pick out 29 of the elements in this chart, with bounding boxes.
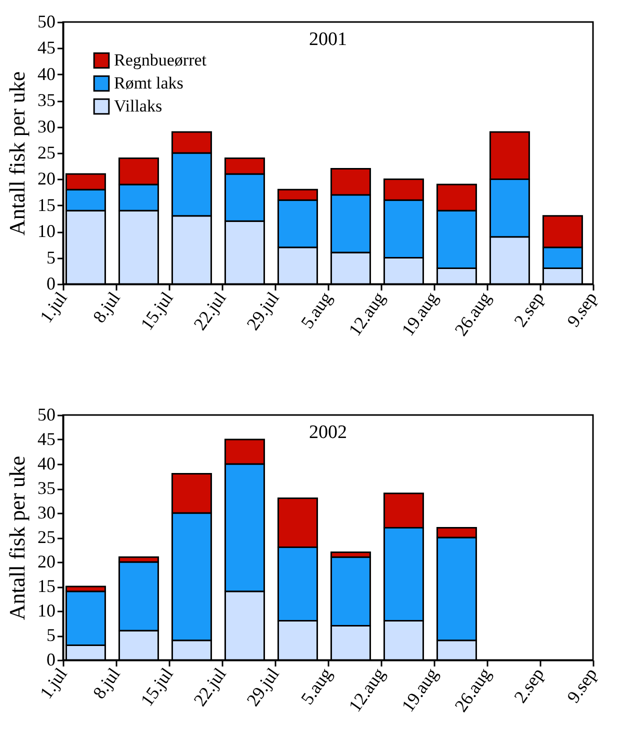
y-tick-label: 15 <box>38 194 56 215</box>
y-tick-label: 35 <box>38 90 56 110</box>
y-tick-label: 35 <box>38 478 56 498</box>
y-tick-label: 20 <box>38 552 56 572</box>
y-tick-label: 40 <box>38 454 56 474</box>
y-tick-label: 5 <box>46 625 56 645</box>
y-tick-label: 40 <box>38 64 56 84</box>
chart-title: 2001 <box>309 29 347 50</box>
y-tick-label: 25 <box>38 142 56 162</box>
y-tick-label: 5 <box>46 247 56 268</box>
y-tick-label: 15 <box>38 576 56 596</box>
y-tick-label: 10 <box>38 600 56 620</box>
y-tick-label: 45 <box>38 38 56 58</box>
legend-label: Rømt laks <box>114 74 184 92</box>
y-tick-label: 50 <box>38 404 56 424</box>
y-tick-label: 30 <box>38 502 56 522</box>
y-tick-label: 30 <box>38 116 56 136</box>
y-tick-label: 25 <box>38 527 56 547</box>
y-tick-label: 45 <box>38 429 56 449</box>
y-tick-label: 0 <box>46 274 56 294</box>
y-tick-label: 50 <box>38 12 56 32</box>
y-axis-title: Antall fisk per uke <box>4 71 30 236</box>
y-tick-label: 20 <box>38 168 56 189</box>
y-tick-label: 10 <box>38 221 56 242</box>
y-tick-label: 0 <box>46 650 56 670</box>
legend-label: Villaks <box>114 96 162 116</box>
y-axis-title: Antall fisk per uke <box>4 456 30 620</box>
legend-label: Regnbueørret <box>114 50 207 70</box>
chart-title: 2002 <box>309 422 347 443</box>
